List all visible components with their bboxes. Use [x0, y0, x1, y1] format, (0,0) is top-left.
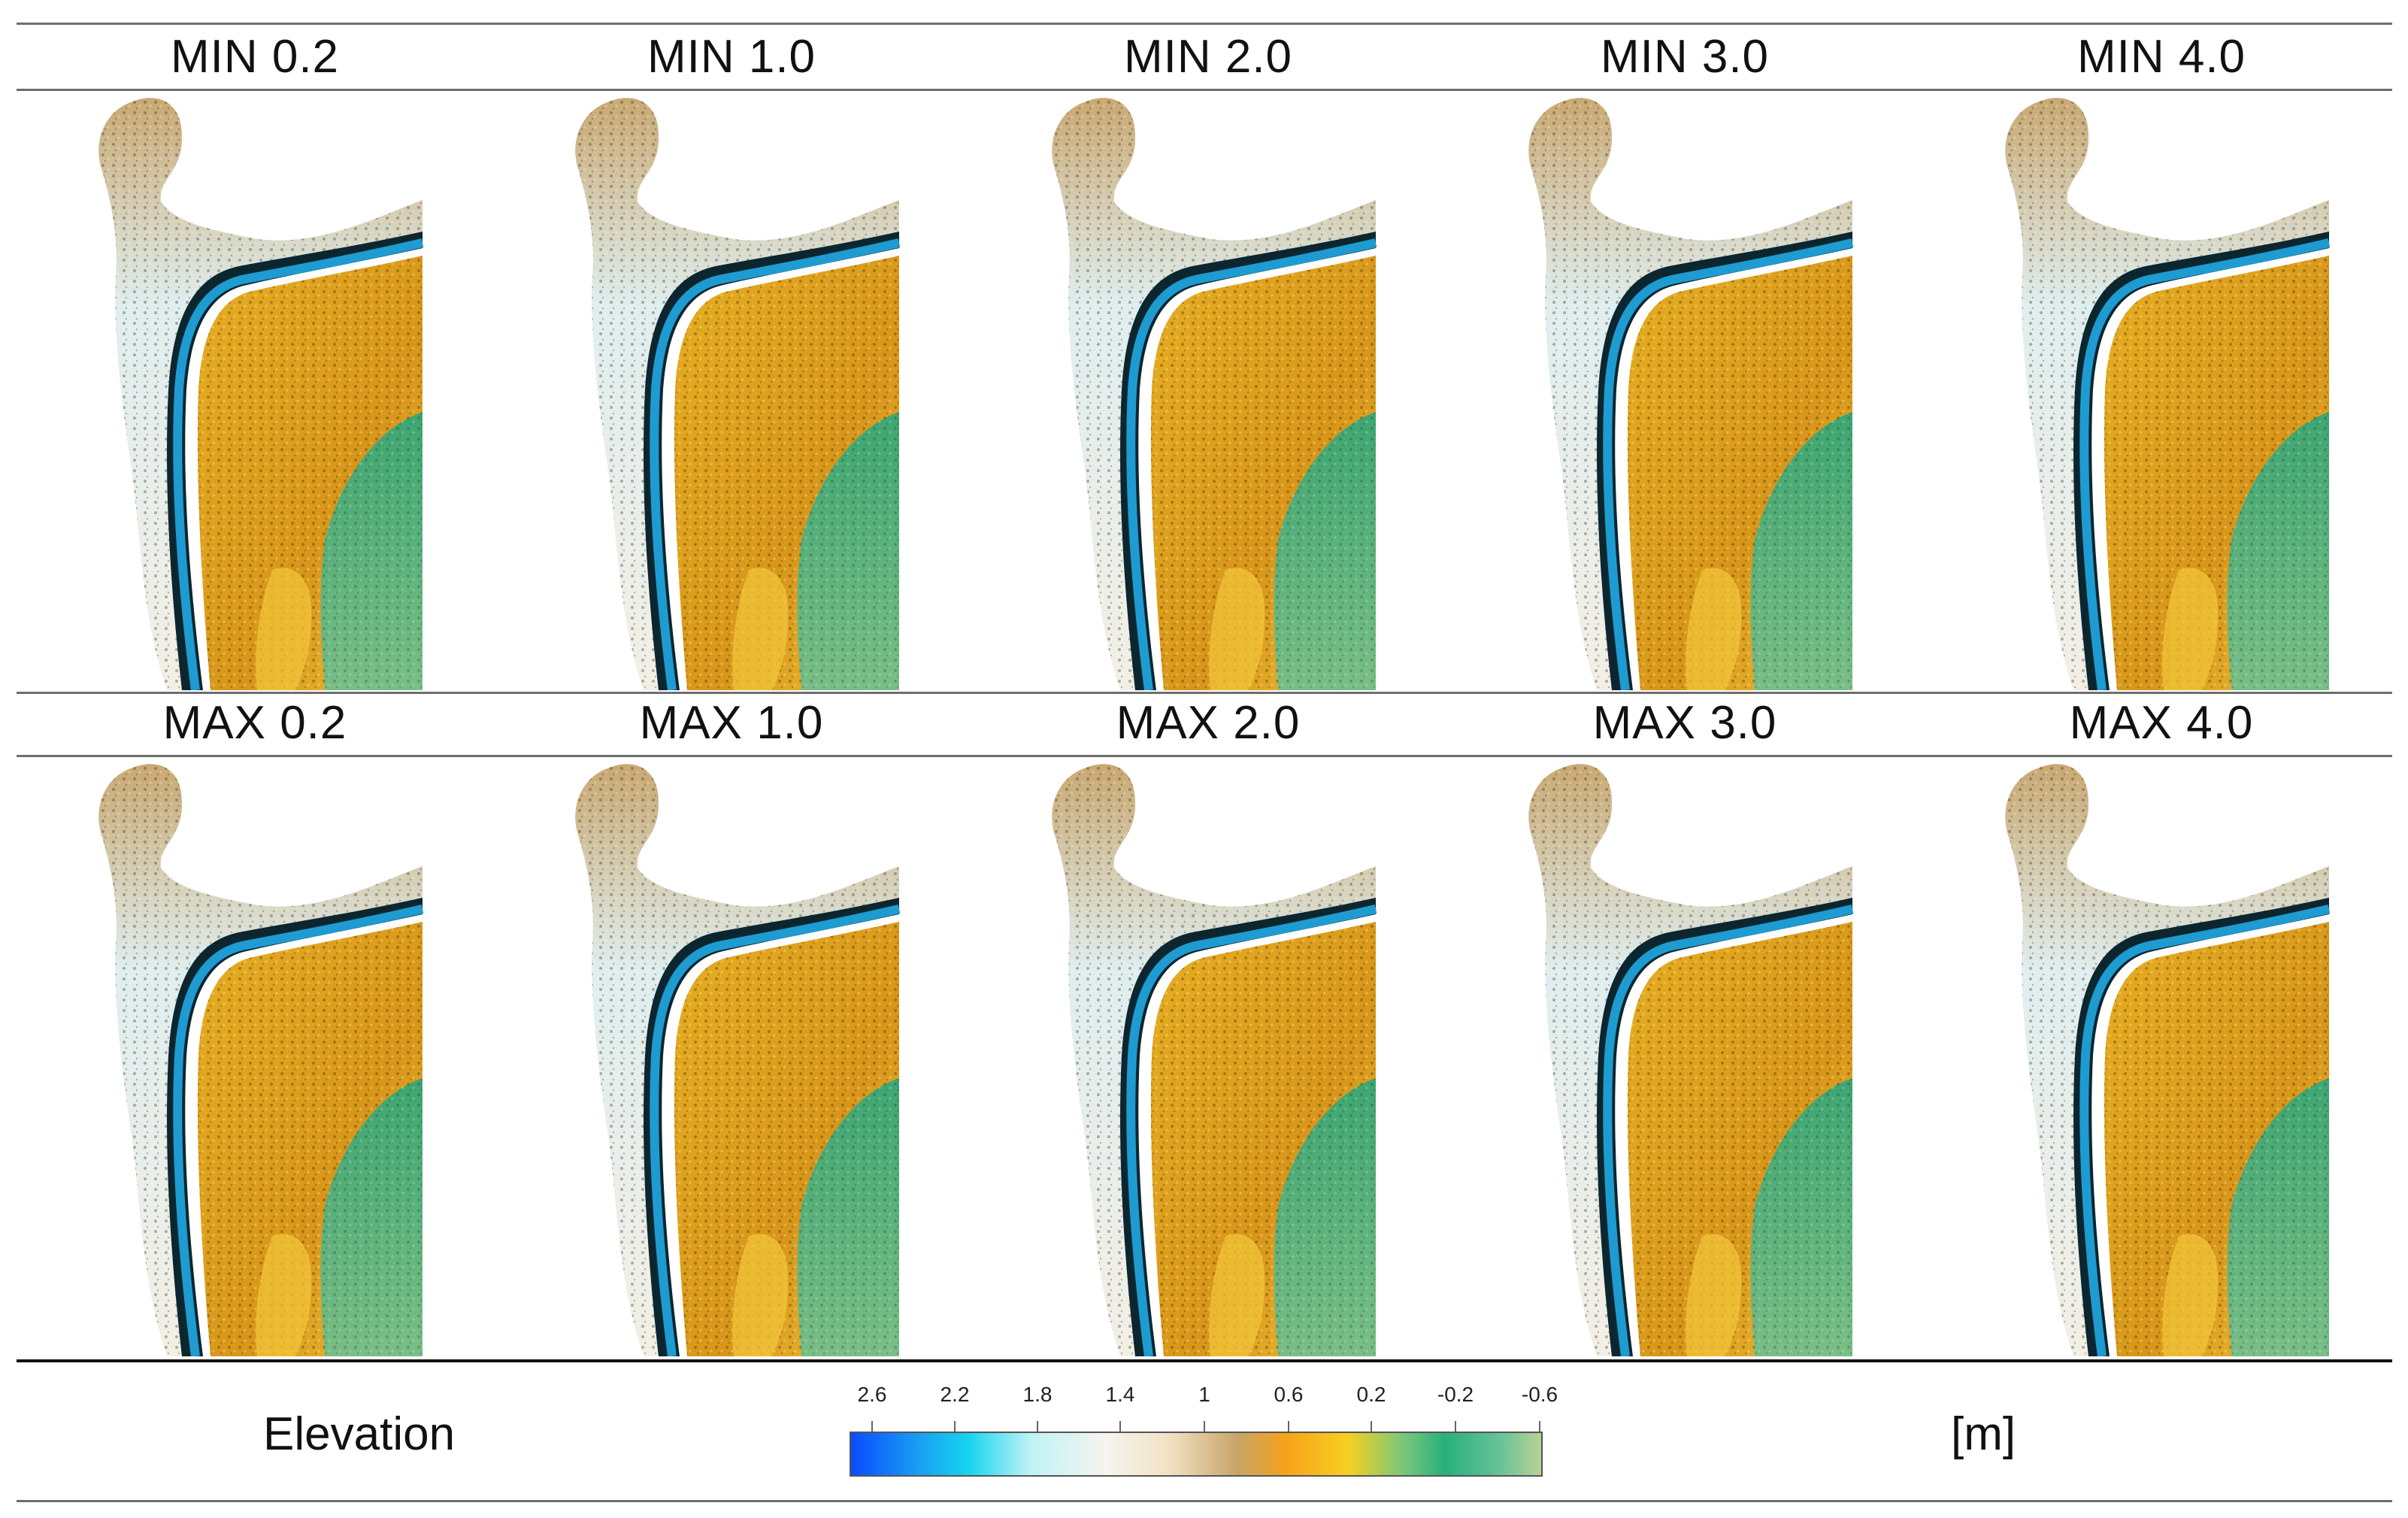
colorbar-tick-label: -0.2: [1437, 1383, 1474, 1406]
elevation-map-max-1: [69, 755, 546, 1356]
row1-header-divider: [17, 89, 2392, 91]
bottom-divider: [17, 1500, 2392, 1502]
legend-divider: [17, 1359, 2392, 1362]
colorbar-tick-label: -0.6: [1521, 1383, 1558, 1406]
row2-header-divider: [17, 755, 2392, 757]
colorbar-tick: [1037, 1421, 1038, 1432]
colorbar-tick: [1204, 1421, 1205, 1432]
column-title: MAX 0.2: [162, 697, 347, 749]
colorbar-tick: [1119, 1421, 1121, 1432]
elevation-map-min-1: [69, 89, 546, 690]
colorbar-gradient: [850, 1432, 1543, 1477]
column-title: MAX 2.0: [1116, 697, 1301, 749]
column-title: MIN 1.0: [647, 31, 816, 83]
elevation-map-max-4: [1499, 755, 1976, 1356]
elevation-map-max-3: [1022, 755, 1499, 1356]
column-title: MAX 4.0: [2069, 697, 2254, 749]
elevation-map-min-2: [546, 89, 1022, 690]
colorbar-tick-label: 0.2: [1356, 1383, 1386, 1406]
colorbar-tick-label: 1.4: [1105, 1383, 1135, 1406]
elevation-map-min-3: [1022, 89, 1499, 690]
elevation-map-max-2: [546, 755, 1022, 1356]
row2-top-divider: [17, 692, 2392, 694]
colorbar-tick-label: 2.2: [940, 1383, 970, 1406]
row1-header: MIN 0.2 MIN 1.0 MIN 2.0 MIN 3.0 MIN 4.0: [0, 26, 2408, 89]
colorbar-tick-label: 1.8: [1022, 1383, 1053, 1406]
colorbar-tick-label: 2.6: [857, 1383, 887, 1406]
legend-title: Elevation: [263, 1408, 456, 1460]
elevation-colorbar: 2.6 2.2 1.8 1.4 1 0.6 0.2 -0.2 -0.6: [850, 1376, 1558, 1481]
top-divider: [17, 23, 2392, 25]
colorbar-tick: [954, 1421, 956, 1432]
colorbar-tick-label: 1: [1198, 1383, 1210, 1406]
colorbar-tick: [1371, 1421, 1372, 1432]
column-title: MAX 3.0: [1592, 697, 1777, 749]
colorbar-tick: [1288, 1421, 1289, 1432]
column-title: MIN 0.2: [170, 31, 340, 83]
column-title: MIN 2.0: [1123, 31, 1293, 83]
column-title: MAX 1.0: [639, 697, 824, 749]
colorbar-tick: [1455, 1421, 1456, 1432]
elevation-map-max-5: [1976, 755, 2408, 1356]
colorbar-tick: [1539, 1421, 1540, 1432]
row2-header: MAX 0.2 MAX 1.0 MAX 2.0 MAX 3.0 MAX 4.0: [0, 692, 2408, 755]
colorbar-tick-label: 0.6: [1274, 1383, 1304, 1406]
column-title: MIN 4.0: [2076, 31, 2246, 83]
colorbar-tick: [871, 1421, 873, 1432]
elevation-map-min-5: [1976, 89, 2408, 690]
elevation-map-min-4: [1499, 89, 1976, 690]
legend-unit: [m]: [1951, 1408, 2016, 1460]
column-title: MIN 3.0: [1600, 31, 1770, 83]
